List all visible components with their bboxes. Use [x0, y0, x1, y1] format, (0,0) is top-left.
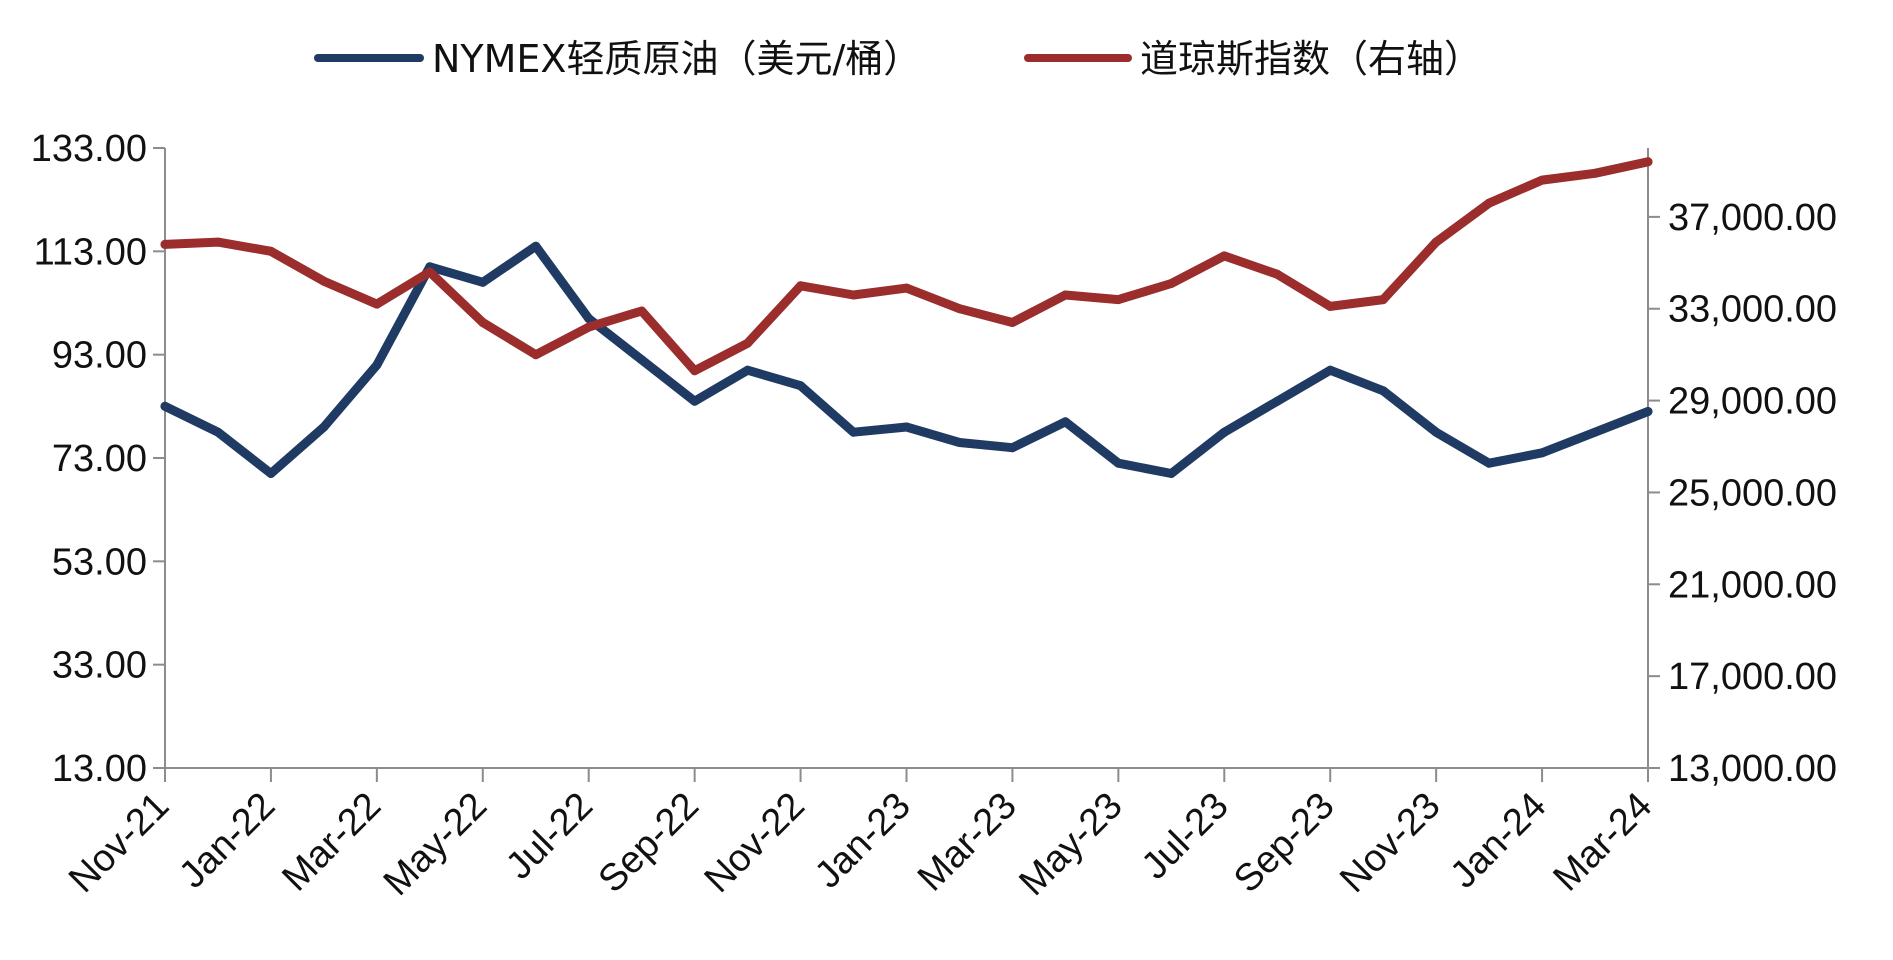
data-point-crude-oil: [902, 422, 911, 432]
data-point-dow-jones: [1060, 290, 1070, 300]
series-line-crude-oil: [160, 241, 1653, 478]
data-point-crude-oil: [849, 427, 858, 437]
data-point-crude-oil: [160, 401, 170, 411]
x-axis-tick-label: Jan-22: [171, 785, 283, 897]
right-axis-tick-label: 13,000.00: [1668, 748, 1837, 790]
data-point-dow-jones: [1272, 269, 1282, 279]
right-axis-tick-label: 29,000.00: [1668, 381, 1837, 423]
data-point-dow-jones: [1590, 168, 1600, 178]
data-point-dow-jones: [372, 299, 382, 309]
data-point-crude-oil: [531, 241, 541, 251]
data-point-crude-oil: [213, 427, 223, 437]
series-lines: [160, 157, 1653, 478]
data-point-dow-jones: [1643, 157, 1653, 167]
data-point-crude-oil: [1431, 427, 1441, 437]
data-point-crude-oil: [1325, 365, 1335, 375]
data-point-dow-jones: [531, 350, 541, 360]
data-point-crude-oil: [478, 277, 488, 287]
data-point-dow-jones: [796, 281, 806, 291]
data-point-crude-oil: [1166, 469, 1176, 478]
x-axis-tick-label: Jan-23: [807, 785, 919, 897]
data-point-dow-jones: [478, 318, 488, 327]
data-point-dow-jones: [266, 246, 276, 256]
data-point-dow-jones: [213, 237, 223, 247]
x-axis-tick-label: Jul-22: [498, 785, 601, 888]
data-point-crude-oil: [266, 469, 276, 478]
data-point-crude-oil: [1484, 458, 1494, 468]
data-point-crude-oil: [584, 314, 594, 323]
data-point-dow-jones: [1113, 295, 1123, 305]
data-point-dow-jones: [1219, 251, 1229, 261]
x-axis-tick-label: Mar-23: [910, 785, 1025, 900]
right-axis-tick-label: 17,000.00: [1668, 656, 1837, 698]
data-point-dow-jones: [1484, 198, 1494, 208]
data-point-dow-jones: [584, 322, 594, 332]
data-point-crude-oil: [1272, 396, 1282, 406]
x-axis-tick-label: Sep-23: [1226, 785, 1342, 901]
x-axis-tick-label: Nov-23: [1332, 785, 1448, 901]
axes: 13.00 33.00 53.00 73.00 93.00 113.00 133.00 13,…: [31, 128, 1837, 904]
data-point-crude-oil: [690, 396, 700, 406]
data-point-dow-jones: [1166, 279, 1176, 288]
left-axis-tick-label: 113.00: [34, 231, 147, 273]
data-point-dow-jones: [1325, 301, 1335, 311]
data-point-dow-jones: [1431, 237, 1441, 247]
right-axis-tick-label: 37,000.00: [1668, 197, 1837, 239]
data-point-crude-oil: [1113, 458, 1123, 468]
x-axis-tick-label: Sep-22: [591, 785, 707, 901]
data-point-crude-oil: [955, 438, 964, 447]
x-axis-tick-label: May-22: [376, 785, 495, 904]
data-point-crude-oil: [637, 355, 647, 365]
left-axis-tick-label: 93.00: [52, 335, 147, 377]
data-point-dow-jones: [690, 366, 700, 376]
data-point-crude-oil: [1007, 443, 1017, 453]
data-point-dow-jones: [425, 267, 435, 277]
data-point-crude-oil: [1219, 427, 1229, 437]
left-axis-tick-label: 73.00: [52, 438, 147, 480]
data-point-crude-oil: [372, 360, 382, 370]
data-point-dow-jones: [1007, 318, 1017, 327]
x-axis-tick-label: Nov-21: [61, 785, 177, 901]
data-point-dow-jones: [902, 283, 911, 293]
data-point-crude-oil: [1378, 386, 1388, 396]
data-point-dow-jones: [955, 304, 964, 314]
right-axis-tick-label: 33,000.00: [1668, 289, 1837, 331]
data-point-dow-jones: [1378, 295, 1388, 305]
data-point-crude-oil: [1060, 417, 1070, 427]
data-point-dow-jones: [160, 239, 170, 249]
x-axis-tick-label: Jul-23: [1134, 785, 1237, 888]
data-point-crude-oil: [796, 381, 806, 391]
data-point-dow-jones: [1537, 175, 1547, 185]
data-point-crude-oil: [319, 422, 329, 432]
x-axis-tick-label: Mar-22: [274, 785, 389, 900]
data-point-dow-jones: [637, 306, 647, 316]
legend-label-crude-oil: NYMEX轻质原油（美元/桶）: [432, 37, 921, 81]
right-axis-tick-label: 21,000.00: [1668, 564, 1837, 606]
left-axis-tick-label: 53.00: [52, 541, 147, 583]
data-point-dow-jones: [319, 276, 329, 286]
data-point-dow-jones: [849, 290, 858, 300]
x-axis-tick-label: Nov-22: [697, 785, 813, 901]
left-axis-tick-label: 133.00: [31, 128, 147, 170]
right-axis-tick-label: 25,000.00: [1668, 472, 1837, 514]
left-axis-tick-label: 13.00: [52, 748, 147, 790]
legend-label-dow-jones: 道琼斯指数（右轴）: [1140, 37, 1482, 81]
data-point-crude-oil: [1590, 427, 1600, 437]
data-point-crude-oil: [1643, 407, 1653, 416]
legend: NYMEX轻质原油（美元/桶） 道琼斯指数（右轴）: [314, 37, 1482, 81]
x-axis-tick-label: Jan-24: [1443, 785, 1555, 897]
x-axis-tick-label: May-23: [1011, 785, 1130, 904]
data-point-dow-jones: [743, 338, 753, 348]
left-axis-tick-label: 33.00: [52, 645, 147, 687]
data-point-crude-oil: [743, 365, 753, 375]
data-point-crude-oil: [1537, 448, 1547, 458]
x-axis-tick-label: Mar-24: [1546, 785, 1661, 900]
